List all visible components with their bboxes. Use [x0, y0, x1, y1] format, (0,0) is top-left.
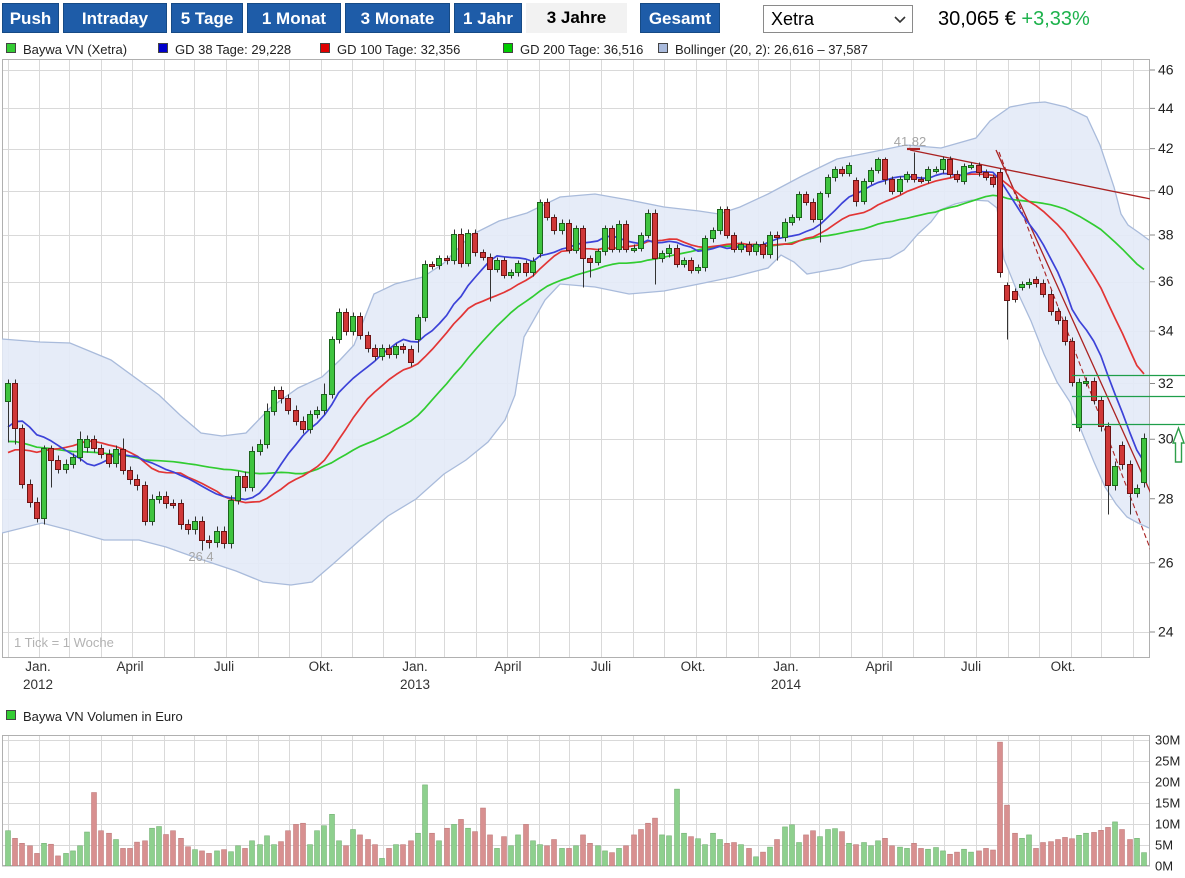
- svg-text:25M: 25M: [1155, 754, 1180, 769]
- svg-text:40: 40: [1158, 182, 1174, 198]
- svg-text:26,4: 26,4: [188, 549, 213, 564]
- svg-text:2012: 2012: [23, 677, 53, 692]
- svg-text:Okt.: Okt.: [309, 659, 334, 674]
- svg-text:44: 44: [1158, 100, 1174, 116]
- svg-text:46: 46: [1158, 62, 1174, 78]
- svg-text:5M: 5M: [1155, 838, 1173, 853]
- svg-text:28: 28: [1158, 490, 1174, 506]
- svg-text:26: 26: [1158, 554, 1174, 570]
- svg-text:April: April: [116, 659, 143, 674]
- svg-text:30M: 30M: [1155, 733, 1180, 748]
- svg-text:2013: 2013: [400, 677, 430, 692]
- svg-text:Juli: Juli: [214, 659, 234, 674]
- svg-text:24: 24: [1158, 624, 1174, 640]
- svg-text:Jan.: Jan.: [25, 659, 51, 674]
- svg-text:41,82: 41,82: [894, 134, 927, 149]
- svg-text:42: 42: [1158, 140, 1174, 156]
- svg-text:1 Tick = 1 Woche: 1 Tick = 1 Woche: [14, 635, 114, 650]
- svg-text:Jan.: Jan.: [402, 659, 428, 674]
- svg-text:Jan.: Jan.: [773, 659, 799, 674]
- svg-text:Okt.: Okt.: [681, 659, 706, 674]
- svg-text:0M: 0M: [1155, 859, 1173, 874]
- svg-text:36: 36: [1158, 273, 1174, 289]
- svg-text:Juli: Juli: [591, 659, 611, 674]
- svg-text:April: April: [865, 659, 892, 674]
- svg-text:30: 30: [1158, 431, 1174, 447]
- svg-text:10M: 10M: [1155, 817, 1180, 832]
- svg-text:20M: 20M: [1155, 775, 1180, 790]
- svg-text:Juli: Juli: [961, 659, 981, 674]
- svg-text:April: April: [494, 659, 521, 674]
- svg-text:15M: 15M: [1155, 796, 1180, 811]
- svg-text:34: 34: [1158, 323, 1174, 339]
- svg-text:38: 38: [1158, 227, 1174, 243]
- svg-text:32: 32: [1158, 375, 1174, 391]
- svg-text:2014: 2014: [771, 677, 802, 692]
- svg-text:Okt.: Okt.: [1051, 659, 1076, 674]
